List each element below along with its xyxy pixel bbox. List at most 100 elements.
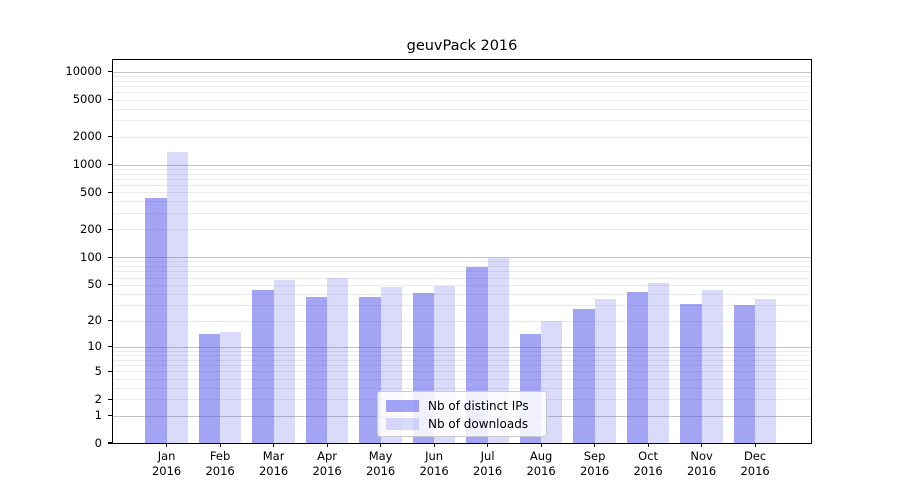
x-tickmark	[594, 443, 596, 447]
legend-swatch-distinct-ips	[386, 399, 419, 412]
legend-label-downloads: Nb of downloads	[428, 416, 529, 431]
x-tick-label: Dec 2016	[740, 449, 770, 478]
y-tickmark	[108, 98, 112, 101]
bar-distinct-ips	[359, 296, 381, 443]
gridline-minor	[113, 80, 811, 82]
y-tick-label: 1000	[72, 157, 102, 171]
x-tickmark	[326, 443, 328, 447]
gridline-minor	[113, 85, 811, 87]
bar-downloads	[327, 278, 349, 443]
bar-distinct-ips	[626, 291, 649, 443]
gridline-minor	[113, 229, 811, 231]
x-tick-label: Oct 2016	[633, 449, 663, 478]
x-tick-label: May 2016	[365, 449, 396, 478]
x-tick-label: Aug 2016	[526, 449, 556, 478]
gridline-minor	[113, 277, 811, 279]
x-tick-label: Nov 2016	[686, 449, 717, 478]
x-tickmark	[166, 443, 168, 447]
gridline-minor	[113, 168, 811, 170]
x-tickmark	[754, 443, 756, 447]
bar-distinct-ips	[305, 296, 328, 443]
x-tickmark	[487, 443, 489, 447]
gridline-minor	[113, 266, 811, 267]
legend-row-downloads: Nb of downloads	[386, 415, 538, 432]
gridline-minor	[113, 178, 811, 180]
gridline-minor	[113, 136, 811, 138]
x-tickmark	[540, 443, 542, 447]
x-tickmark	[701, 443, 703, 447]
gridline-minor	[113, 284, 811, 286]
bar-downloads	[594, 298, 616, 443]
y-tickmark	[108, 228, 112, 230]
y-tickmark	[108, 135, 112, 138]
y-tick-label: 2	[94, 391, 102, 406]
y-tick-label: 2000	[72, 129, 102, 143]
gridline-minor	[113, 99, 811, 101]
y-tick-label: 5	[94, 363, 102, 378]
y-tick-label: 500	[80, 184, 102, 199]
bar-downloads	[166, 152, 188, 443]
y-tickmark	[108, 319, 112, 322]
gridline-minor	[113, 271, 811, 273]
gridline-minor	[113, 192, 811, 194]
x-tickmark	[219, 443, 221, 447]
gridline-minor	[113, 92, 811, 94]
gridline-minor	[113, 75, 811, 77]
y-tickmark	[108, 163, 112, 166]
bar-downloads	[701, 289, 723, 443]
y-tickmark	[108, 370, 112, 372]
x-tick-label: Mar 2016	[258, 449, 289, 478]
x-tickmark	[433, 443, 435, 447]
gridline-major	[113, 257, 811, 259]
gridline-minor	[113, 108, 811, 110]
y-tick-label: 20	[87, 313, 102, 327]
x-tick-label: Feb 2016	[205, 449, 235, 478]
y-tickmark	[108, 191, 112, 193]
x-tickmark	[380, 443, 382, 447]
y-tickmark	[108, 398, 112, 400]
gridline-minor	[113, 173, 811, 175]
y-tickmark	[108, 346, 112, 348]
legend: Nb of distinct IPs Nb of downloads	[377, 391, 547, 437]
x-tick-label: Sep 2016	[579, 449, 610, 478]
bar-distinct-ips	[252, 289, 274, 443]
y-tick-label: 10000	[65, 64, 102, 78]
x-tick-label: Jan 2016	[151, 449, 182, 478]
y-tick-label: 0	[94, 435, 102, 450]
plot-area	[113, 60, 811, 443]
y-tick-label: 100	[80, 249, 102, 264]
y-tickmark	[108, 256, 112, 258]
y-tick-label: 5000	[72, 92, 102, 106]
x-tickmark	[273, 443, 275, 447]
y-tick-label: 200	[80, 221, 102, 236]
bar-downloads	[648, 283, 670, 443]
chart-title: geuvPack 2016	[406, 38, 518, 54]
y-tickmark	[108, 284, 112, 286]
gridline-minor	[113, 261, 811, 263]
bar-distinct-ips	[573, 308, 595, 443]
gridline-minor	[113, 201, 811, 203]
bar-downloads	[220, 331, 242, 443]
bar-distinct-ips	[680, 303, 702, 443]
legend-swatch-downloads	[386, 417, 419, 430]
x-tick-label: Jun 2016	[419, 449, 449, 478]
gridline-major	[113, 71, 811, 73]
gridline-minor	[113, 213, 811, 214]
y-tick-label: 50	[87, 277, 102, 292]
bar-distinct-ips	[733, 304, 756, 443]
y-tickmark	[108, 70, 112, 73]
gridline-major	[113, 164, 811, 166]
x-tickmark	[647, 443, 649, 447]
legend-label-distinct-ips: Nb of distinct IPs	[428, 398, 529, 413]
legend-row-distinct-ips: Nb of distinct IPs	[386, 397, 538, 414]
bar-distinct-ips	[145, 198, 167, 443]
bar-distinct-ips	[198, 334, 221, 443]
x-tick-label: Apr 2016	[312, 449, 342, 478]
bar-downloads	[755, 298, 777, 443]
gridline-minor	[113, 120, 811, 122]
bar-downloads	[273, 279, 295, 443]
y-tick-label: 10	[87, 339, 102, 354]
gridline-minor	[113, 185, 811, 187]
y-tick-label: 1	[94, 408, 102, 422]
